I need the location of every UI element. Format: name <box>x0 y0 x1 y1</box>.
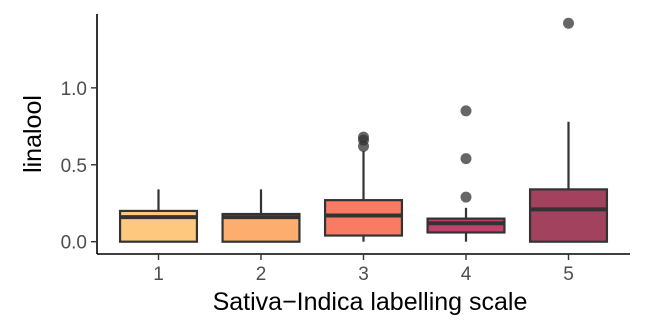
outlier-point <box>563 17 574 29</box>
box-group <box>323 131 404 242</box>
outlier-point <box>460 153 472 165</box>
x-axis-title: Sativa−Indica labelling scale <box>213 288 528 316</box>
boxes-layer <box>118 17 609 243</box>
outlier-point <box>460 191 472 203</box>
x-tick-label: 1 <box>153 264 164 285</box>
ticks-layer: 0.0 0.5 1.0 1 2 3 4 5 <box>61 79 574 285</box>
box-group <box>221 189 301 243</box>
outlier-point <box>460 105 472 117</box>
box <box>323 199 404 237</box>
box-group <box>528 17 609 243</box>
box <box>426 217 506 234</box>
box <box>528 188 609 243</box>
y-axis-title: linalool <box>19 95 47 173</box>
y-tick-label: 0.0 <box>61 233 87 254</box>
x-tick-label: 4 <box>461 264 472 285</box>
box-group <box>426 105 506 242</box>
box-group <box>118 189 199 243</box>
y-tick-label: 0.5 <box>61 156 87 177</box>
outlier-point <box>358 131 369 143</box>
x-tick-label: 3 <box>358 264 369 285</box>
y-tick-label: 1.0 <box>61 79 87 100</box>
x-tick-label: 5 <box>563 264 574 285</box>
x-tick-label: 2 <box>256 264 267 285</box>
